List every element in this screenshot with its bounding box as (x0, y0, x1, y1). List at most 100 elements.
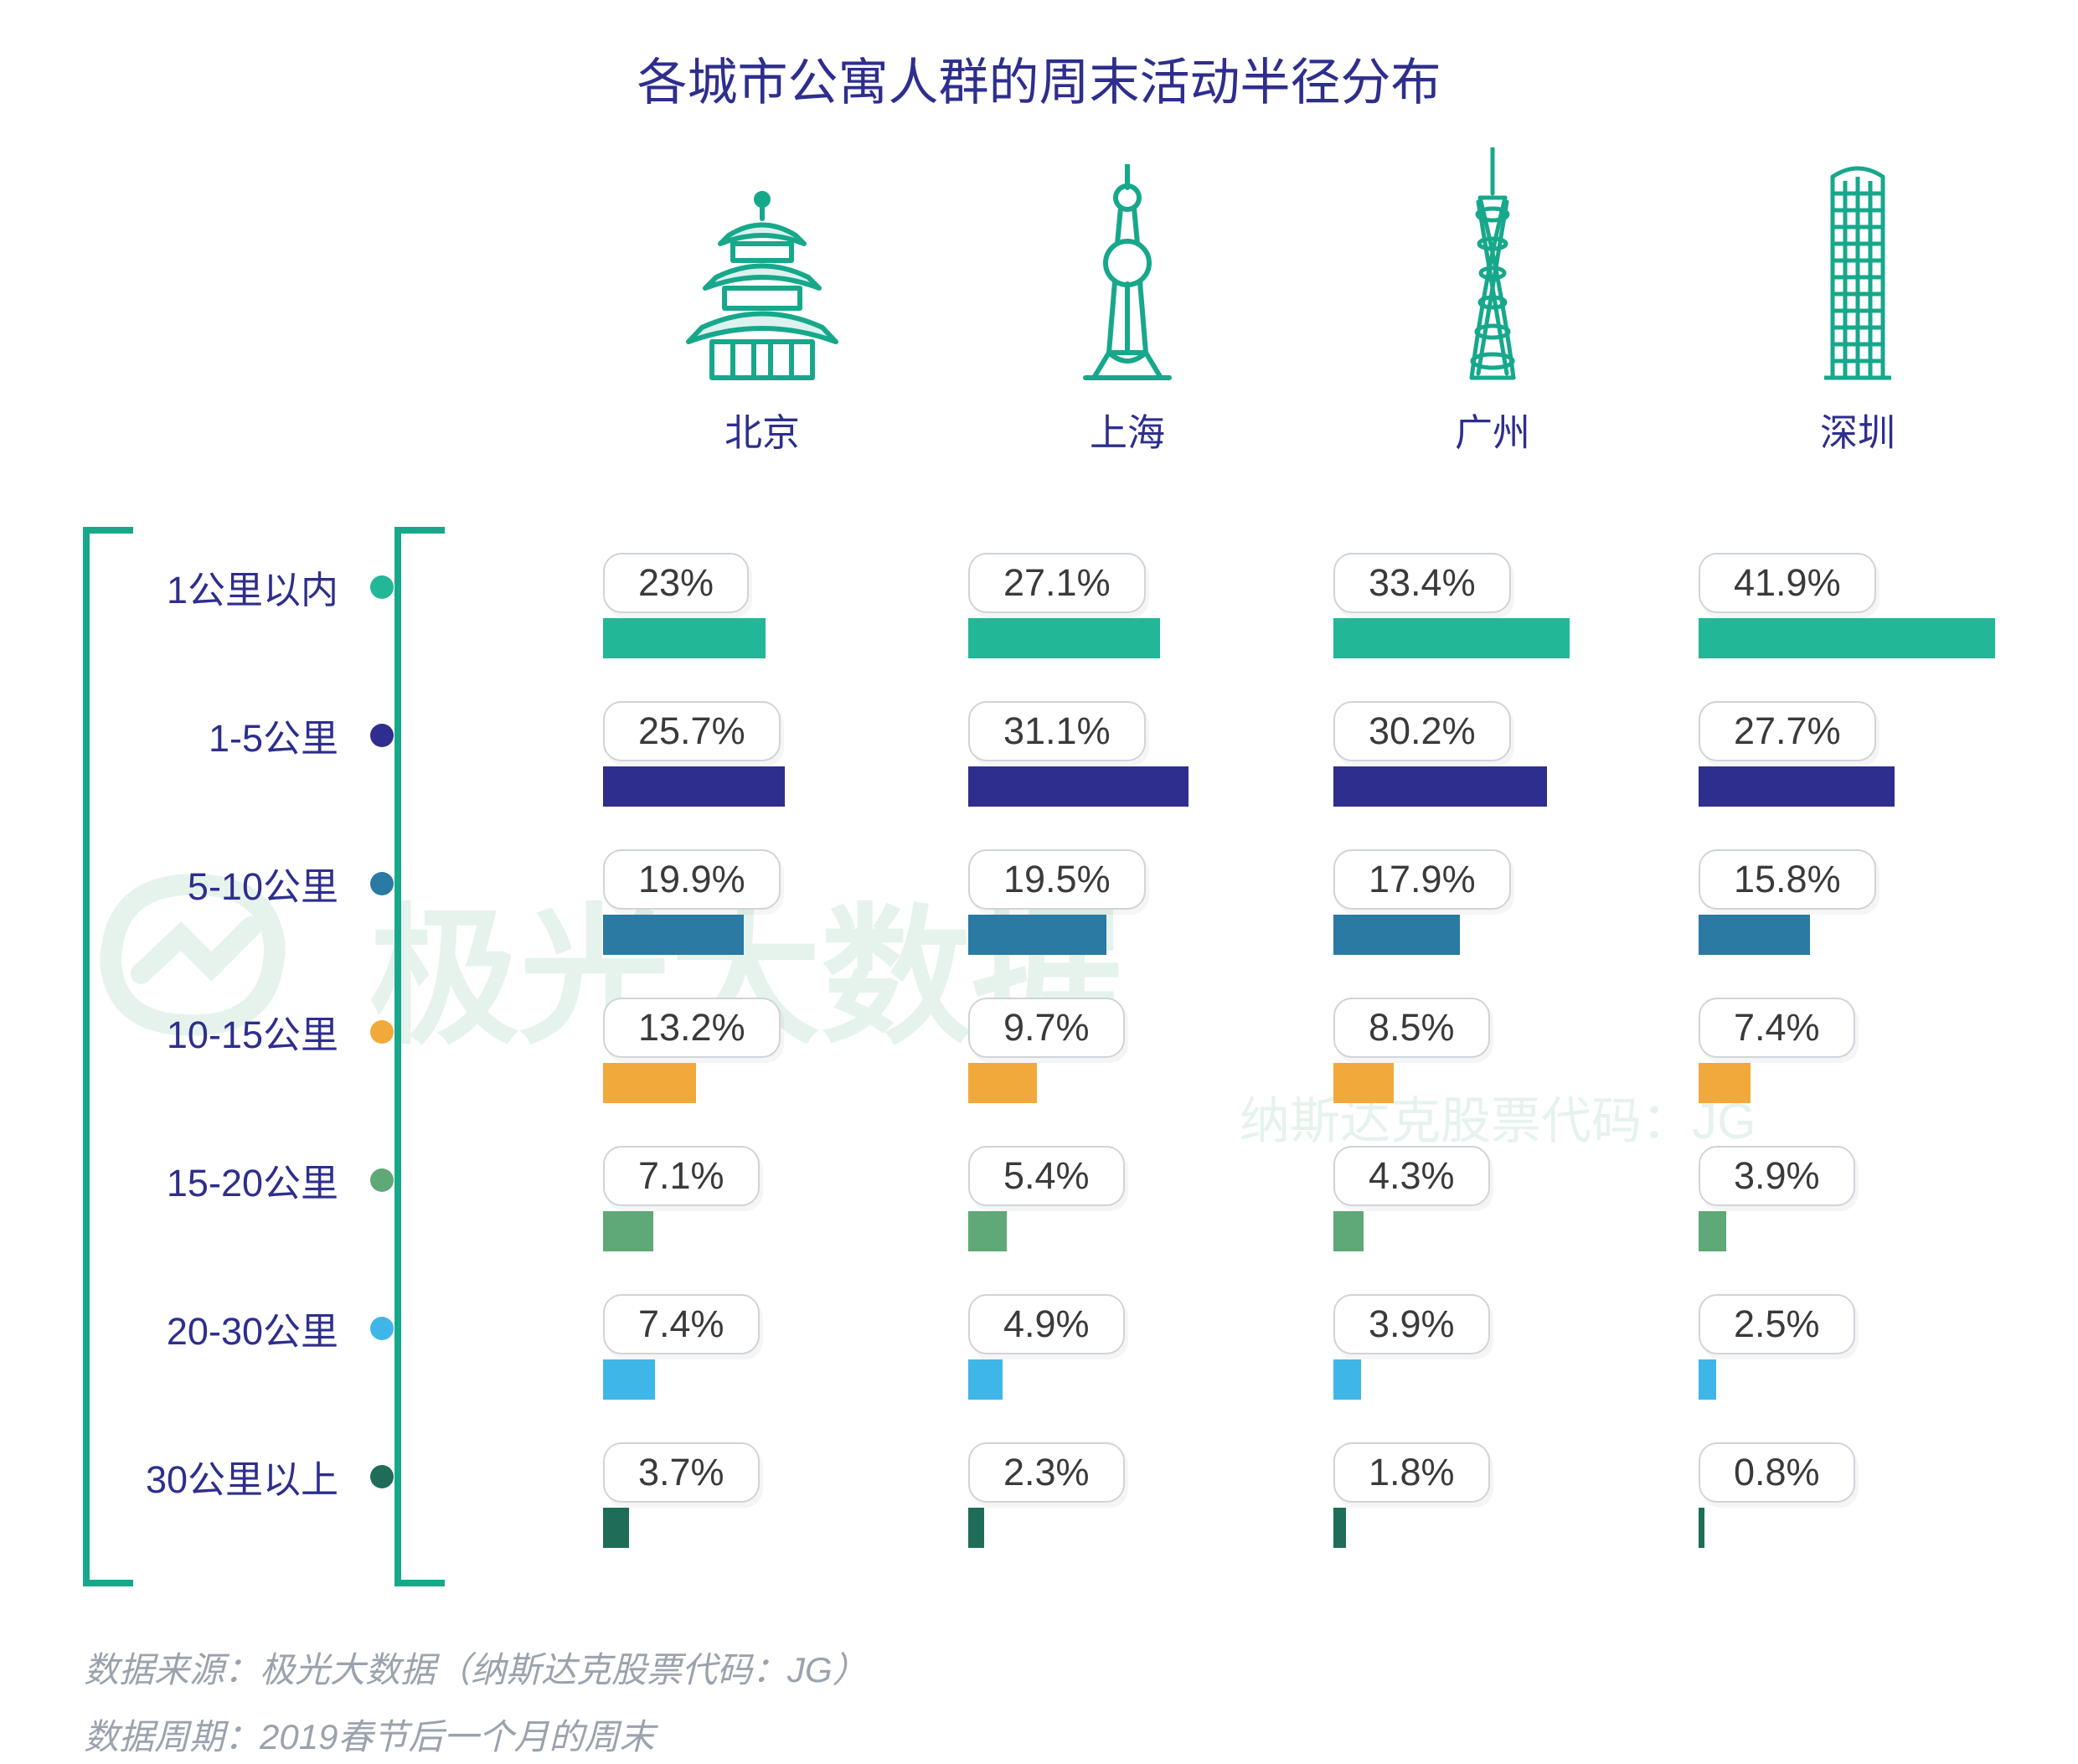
bar (1333, 1508, 1346, 1548)
value-bubble: 2.5% (1699, 1294, 1855, 1354)
bar (603, 618, 766, 658)
legend-dot-icon (370, 1168, 394, 1192)
bar (968, 1063, 1037, 1103)
value-bubble: 9.7% (968, 998, 1125, 1058)
data-cell: 3.9% (1333, 1294, 1627, 1420)
data-cell: 2.5% (1699, 1294, 1992, 1420)
legend-label: 15-20公里 (167, 1153, 338, 1207)
data-cell: 4.9% (968, 1294, 1261, 1420)
data-cell: 30.2% (1333, 701, 1627, 827)
value-bubble: 3.9% (1699, 1146, 1855, 1206)
legend-dot-icon (370, 872, 394, 895)
bar (968, 618, 1160, 658)
city-label: 北京 (724, 402, 800, 456)
data-cell: 4.3% (1333, 1146, 1627, 1271)
data-cell: 9.7% (968, 998, 1261, 1123)
bar (1699, 618, 1995, 658)
legend-dot-icon (370, 575, 394, 599)
data-cell: 7.4% (603, 1294, 896, 1420)
city-label: 上海 (1090, 402, 1165, 456)
value-bubble: 8.5% (1333, 998, 1490, 1058)
value-bubble: 13.2% (603, 998, 781, 1058)
data-cell: 33.4% (1333, 553, 1627, 678)
bar (1333, 1211, 1364, 1251)
legend-row: 10-15公里 (92, 1004, 394, 1059)
bar (968, 915, 1106, 955)
data-cell: 1.8% (1333, 1442, 1627, 1568)
value-bubble: 23% (603, 553, 749, 613)
bar (1333, 766, 1547, 807)
bar (603, 1359, 655, 1400)
data-cell: 15.8% (1699, 849, 1992, 975)
legend-label: 10-15公里 (167, 1004, 338, 1059)
legend-label: 1-5公里 (209, 708, 338, 762)
bar (1699, 1063, 1751, 1103)
data-cell: 27.7% (1699, 701, 1992, 827)
chart-content: 各城市公寓人群的周末活动半径分布 北 (0, 0, 2078, 1764)
value-bubble: 4.3% (1333, 1146, 1490, 1206)
value-bubble: 27.1% (968, 553, 1146, 613)
value-bubble: 19.5% (968, 849, 1146, 910)
data-cell: 27.1% (968, 553, 1261, 678)
bar (1699, 915, 1810, 955)
value-bubble: 4.9% (968, 1294, 1125, 1354)
legend-row: 1公里以内 (92, 560, 394, 614)
bar (603, 1211, 653, 1251)
bar (968, 766, 1189, 807)
data-cell: 19.9% (603, 849, 896, 975)
city-header-shenzhen: 深圳 (1699, 138, 2017, 456)
data-cell: 25.7% (603, 701, 896, 827)
bar (603, 766, 785, 807)
data-cell: 23% (603, 553, 896, 678)
bar (1333, 618, 1570, 658)
bar (603, 915, 744, 955)
legend-row: 1-5公里 (92, 708, 394, 762)
bar (1699, 1508, 1704, 1548)
legend-label: 20-30公里 (167, 1301, 338, 1355)
value-bubble: 27.7% (1699, 701, 1876, 761)
bar (603, 1063, 696, 1103)
value-bubble: 33.4% (1333, 553, 1511, 613)
legend-row: 20-30公里 (92, 1301, 394, 1355)
data-cell: 5.4% (968, 1146, 1261, 1271)
data-cell: 19.5% (968, 849, 1261, 975)
data-cell: 31.1% (968, 701, 1261, 827)
legend-dot-icon (370, 1317, 394, 1340)
city-header-beijing: 北京 (603, 138, 921, 456)
value-bubble: 1.8% (1333, 1442, 1490, 1503)
data-cell: 0.8% (1699, 1442, 1992, 1568)
data-cell: 17.9% (1333, 849, 1627, 975)
canton-tower-icon (1438, 147, 1547, 382)
legend-row: 30公里以上 (92, 1449, 394, 1504)
city-header-guangzhou: 广州 (1333, 138, 1652, 456)
data-cell: 3.9% (1699, 1146, 1992, 1271)
data-cell: 13.2% (603, 998, 896, 1123)
footer-source: 数据来源：极光大数据（纳斯达克股票代码：JG） (84, 1642, 868, 1693)
city-label: 深圳 (1820, 402, 1895, 456)
legend-row: 15-20公里 (92, 1153, 394, 1207)
bar (968, 1508, 984, 1548)
value-bubble: 7.4% (1699, 998, 1855, 1058)
data-cell: 7.1% (603, 1146, 896, 1271)
temple-icon (678, 189, 846, 382)
pearl-tower-icon (1069, 164, 1186, 382)
legend-row: 5-10公里 (92, 856, 394, 910)
value-bubble: 41.9% (1699, 553, 1876, 613)
value-bubble: 7.4% (603, 1294, 760, 1354)
value-bubble: 0.8% (1699, 1442, 1855, 1503)
value-bubble: 30.2% (1333, 701, 1511, 761)
legend-label: 1公里以内 (167, 560, 338, 614)
city-header-shanghai: 上海 (968, 138, 1287, 456)
chart-title: 各城市公寓人群的周末活动半径分布 (0, 42, 2078, 115)
value-bubble: 7.1% (603, 1146, 760, 1206)
data-cell: 7.4% (1699, 998, 1992, 1123)
value-bubble: 2.3% (968, 1442, 1125, 1503)
footer-period: 数据周期：2019春节后一个月的周末 (84, 1709, 654, 1760)
bar (603, 1508, 629, 1548)
bar (1333, 1063, 1394, 1103)
value-bubble: 19.9% (603, 849, 781, 910)
bar (1699, 1211, 1726, 1251)
value-bubble: 3.7% (603, 1442, 760, 1503)
value-bubble: 17.9% (1333, 849, 1511, 910)
legend-dot-icon (370, 724, 394, 747)
